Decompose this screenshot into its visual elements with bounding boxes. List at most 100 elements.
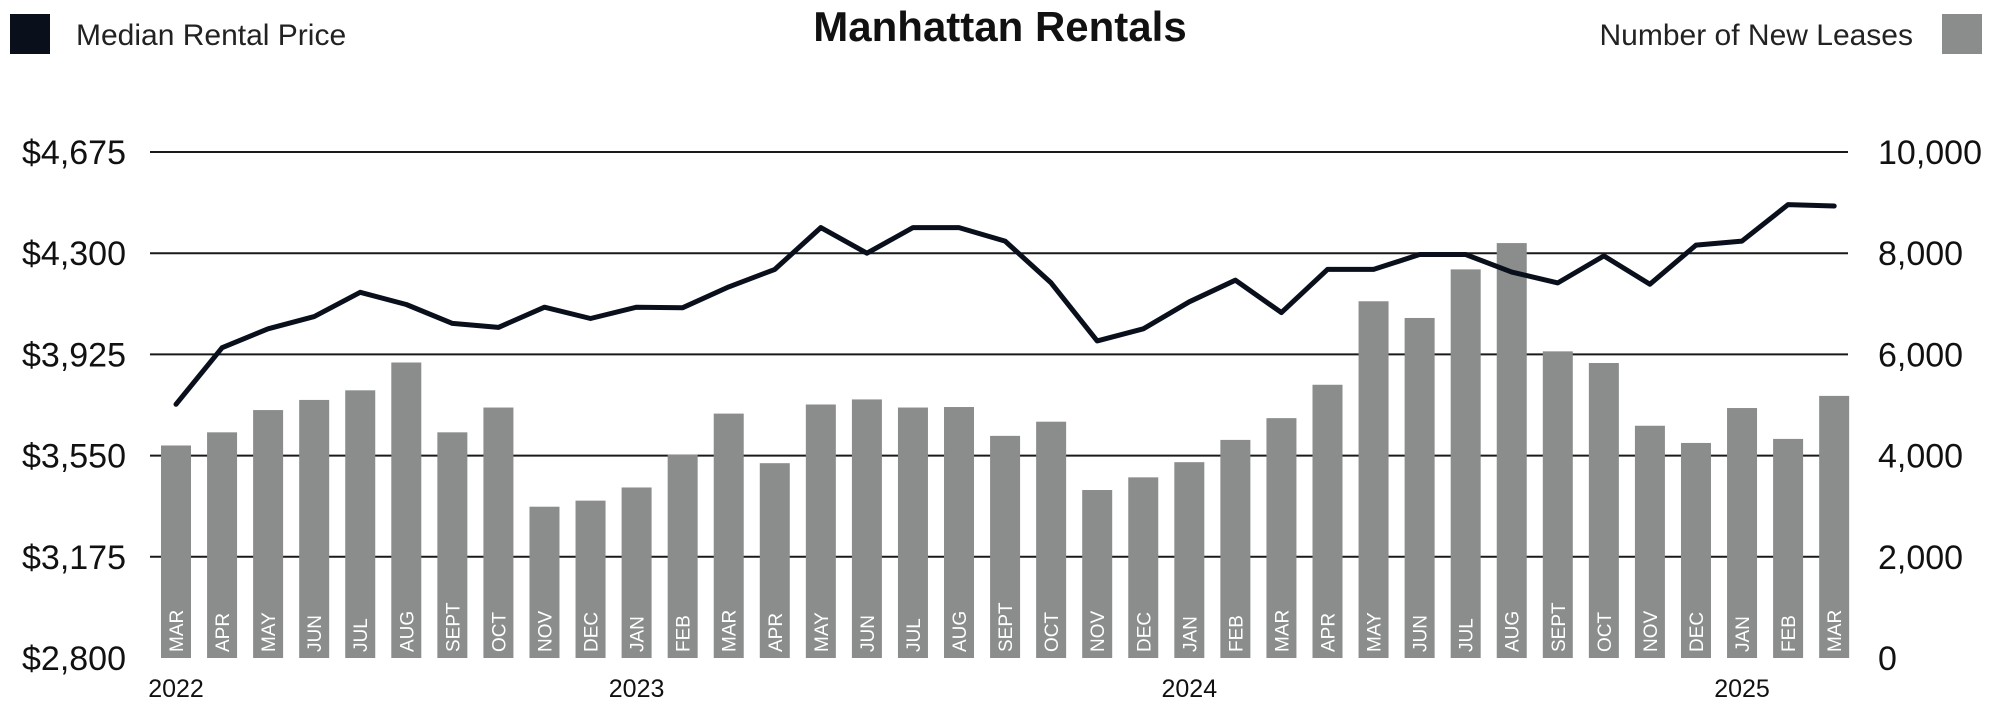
month-label: MAR xyxy=(1272,610,1293,652)
month-label: SEPT xyxy=(443,602,464,652)
month-label: OCT xyxy=(489,612,510,653)
year-labels: 2022 2023 2024 2025 xyxy=(148,675,1770,703)
bar-jul xyxy=(1450,269,1481,658)
bar-may xyxy=(1358,301,1389,658)
month-label: AUG xyxy=(950,611,971,652)
month-label: FEB xyxy=(674,615,695,652)
year-label-2025: 2025 xyxy=(1714,675,1770,703)
price-line-layer xyxy=(173,202,1837,407)
right-axis-tick: 8,000 xyxy=(1878,235,1963,273)
bar-sept xyxy=(1542,351,1573,658)
left-axis-tick: $4,300 xyxy=(22,235,126,273)
median-rental-price-line xyxy=(173,202,1837,407)
bar-feb xyxy=(1773,438,1804,658)
chart-title: Manhattan Rentals xyxy=(813,3,1186,50)
bar-nov xyxy=(529,506,560,658)
right-axis-tick: 0 xyxy=(1878,640,1897,678)
legend-swatch-number-of-new-leases xyxy=(1942,14,1982,54)
bar-feb xyxy=(667,454,698,658)
bar-oct xyxy=(1588,363,1619,658)
left-axis-tick: $3,550 xyxy=(22,438,126,476)
month-label: JUN xyxy=(858,615,879,652)
right-axis-tick: 6,000 xyxy=(1878,336,1963,374)
month-label: MAR xyxy=(720,610,741,652)
bar-dec xyxy=(575,500,606,658)
month-label: JUN xyxy=(1411,615,1432,652)
month-label: SEPT xyxy=(996,602,1017,652)
right-axis-tick: 2,000 xyxy=(1878,539,1963,577)
year-label-2024: 2024 xyxy=(1162,675,1218,703)
bar-jan xyxy=(1727,408,1758,658)
legend-label-median-rental-price: Median Rental Price xyxy=(76,19,346,52)
month-label: FEB xyxy=(1779,615,1800,652)
month-label: MAR xyxy=(167,610,188,652)
year-label-2022: 2022 xyxy=(148,675,204,703)
bar-may xyxy=(805,404,836,658)
month-label: NOV xyxy=(535,611,556,653)
left-axis-tick: $2,800 xyxy=(22,640,126,678)
month-label: MAY xyxy=(812,612,833,652)
bar-aug xyxy=(391,362,422,658)
left-axis-tick: $4,675 xyxy=(22,134,126,172)
bar-sept xyxy=(990,435,1021,658)
month-labels: MAR APR MAY JUN JUL AUG SEPT OCT NOV DEC JAN FEB MAR… xyxy=(167,602,1846,652)
right-axis-tick: 10,000 xyxy=(1878,134,1982,172)
bar-oct xyxy=(483,407,514,658)
month-label: JUL xyxy=(1457,618,1478,652)
year-label-2023: 2023 xyxy=(609,675,665,703)
bar-mar xyxy=(1819,395,1850,658)
bar-jan xyxy=(1174,462,1205,658)
bar-apr xyxy=(1312,384,1343,658)
month-label: JAN xyxy=(1733,616,1754,652)
bar-feb xyxy=(1220,439,1251,658)
month-label: SEPT xyxy=(1549,602,1570,652)
month-label: OCT xyxy=(1042,612,1063,653)
lease-bars xyxy=(161,243,1850,658)
bar-apr xyxy=(207,432,238,658)
bar-jul xyxy=(345,390,376,658)
month-label: NOV xyxy=(1641,611,1662,653)
bar-mar xyxy=(713,413,744,658)
left-axis-tick: $3,175 xyxy=(22,539,126,577)
month-label: JUL xyxy=(904,618,925,652)
bar-jun xyxy=(851,399,882,658)
bar-jul xyxy=(897,407,928,658)
legend-label-number-of-new-leases: Number of New Leases xyxy=(1600,19,1913,52)
bar-jun xyxy=(1404,317,1435,658)
bar-sept xyxy=(437,432,468,658)
right-axis-tick: 4,000 xyxy=(1878,438,1963,476)
bar-nov xyxy=(1634,425,1665,658)
bar-apr xyxy=(759,463,790,658)
bar-aug xyxy=(944,407,975,658)
month-label: JAN xyxy=(628,616,649,652)
left-axis-price: $4,675 $4,300 $3,925 $3,550 $3,175 $2,800 xyxy=(22,134,126,678)
month-label: JUL xyxy=(351,618,372,652)
bar-mar xyxy=(161,445,191,658)
month-label: DEC xyxy=(1134,612,1155,652)
bar-nov xyxy=(1082,490,1113,658)
bar-may xyxy=(253,410,284,658)
month-label: MAY xyxy=(259,612,280,652)
month-label: AUG xyxy=(1503,611,1524,652)
right-axis-leases: 10,000 8,000 6,000 4,000 2,000 0 xyxy=(1878,134,1982,678)
month-label: MAY xyxy=(1365,612,1386,652)
month-label: FEB xyxy=(1226,615,1247,652)
month-label: APR xyxy=(766,613,787,652)
bar-aug xyxy=(1496,243,1527,658)
month-label: DEC xyxy=(582,612,603,652)
month-label: MAR xyxy=(1825,610,1846,652)
month-label: NOV xyxy=(1088,611,1109,653)
month-label: OCT xyxy=(1595,612,1616,653)
left-axis-tick: $3,925 xyxy=(22,336,126,374)
month-label: DEC xyxy=(1687,612,1708,652)
bar-jun xyxy=(299,399,330,658)
legend-swatch-median-rental-price xyxy=(10,14,50,54)
bar-dec xyxy=(1128,477,1159,658)
month-label: JUN xyxy=(305,615,326,652)
bar-jan xyxy=(621,487,652,658)
month-label: APR xyxy=(1319,613,1340,652)
bar-oct xyxy=(1036,421,1067,658)
month-label: APR xyxy=(213,613,234,652)
month-label: JAN xyxy=(1180,616,1201,652)
